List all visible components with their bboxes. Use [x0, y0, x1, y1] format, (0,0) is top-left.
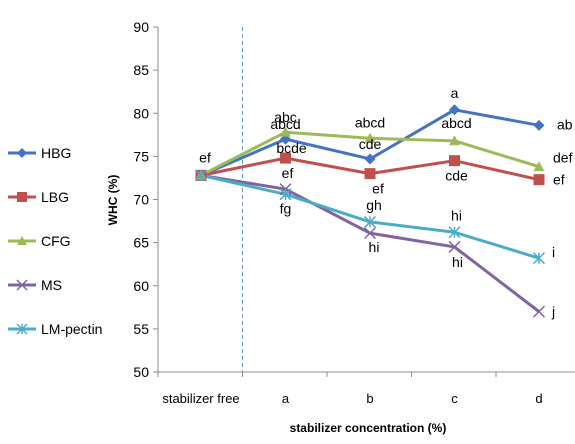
legend-label: CFG	[41, 233, 71, 249]
y-tick-label: 50	[133, 364, 149, 380]
y-tick-label: 90	[133, 19, 149, 35]
data-point-marker	[17, 148, 27, 158]
data-point-marker	[364, 132, 376, 143]
data-label: ef	[553, 172, 565, 188]
data-label: bcde	[276, 140, 307, 156]
data-label: abcd	[270, 116, 300, 132]
data-label: j	[551, 304, 555, 320]
data-label: hi	[451, 207, 462, 223]
y-tick-label: 75	[133, 148, 149, 164]
x-tick-label: b	[366, 391, 373, 406]
legend-label: MS	[41, 277, 62, 293]
data-label: hi	[452, 254, 463, 270]
data-point-marker	[364, 168, 376, 180]
legend-label: HBG	[41, 145, 71, 161]
legend-label: LM-pectin	[41, 321, 102, 337]
x-tick-label: stabilizer free	[162, 391, 239, 406]
x-axis-title: stabilizer concentration (%)	[290, 421, 447, 435]
data-label: abcd	[441, 115, 471, 131]
data-label: def	[553, 150, 573, 166]
data-point-marker	[448, 240, 461, 253]
data-label: abc	[274, 109, 297, 125]
data-point-marker	[532, 305, 546, 318]
legend: HBG LBG CFG MS LM-pectin	[8, 145, 102, 337]
data-point-marker	[363, 227, 377, 240]
data-label: cde	[359, 136, 382, 152]
y-tick-label: 55	[133, 321, 149, 337]
data-point-marker	[533, 174, 545, 186]
y-tick-label: 80	[133, 105, 149, 121]
data-label: hi	[369, 239, 380, 255]
data-point-marker	[194, 169, 208, 182]
x-tick-label: c	[451, 391, 458, 406]
data-point-marker	[449, 135, 460, 146]
data-point-marker	[449, 155, 460, 167]
data-point-marker	[16, 323, 28, 335]
data-point-marker	[280, 126, 291, 137]
data-label: cde	[445, 168, 468, 184]
x-tick-label: d	[535, 391, 542, 406]
data-point-marker	[17, 192, 27, 202]
data-point-marker	[279, 188, 292, 201]
data-point-marker	[280, 152, 291, 164]
series-layer	[194, 104, 546, 318]
y-tick-label: 65	[133, 235, 149, 251]
y-tick-label: 60	[133, 278, 149, 294]
x-tick-label: a	[282, 391, 290, 406]
data-point-marker	[17, 236, 27, 245]
data-point-marker	[533, 161, 545, 172]
data-label: gh	[366, 197, 382, 213]
data-label: abcd	[355, 114, 385, 130]
data-point-marker	[363, 215, 377, 228]
data-label: fg	[280, 200, 292, 216]
y-tick-label: 85	[133, 62, 149, 78]
data-label: ef	[282, 165, 294, 181]
legend-label: LBG	[41, 189, 69, 205]
data-point-marker	[16, 279, 28, 291]
data-point-marker	[448, 226, 461, 239]
y-tick-label: 70	[133, 192, 149, 208]
data-point-marker	[533, 119, 545, 131]
data-label: ab	[557, 116, 573, 132]
data-label: i	[552, 244, 555, 260]
data-point-marker	[532, 252, 546, 265]
data-label: a	[451, 85, 459, 101]
data-label: ef	[199, 149, 211, 165]
data-point-marker	[364, 153, 376, 165]
y-axis-title: WHC (%)	[106, 175, 120, 226]
data-point-marker	[449, 104, 460, 116]
data-label: ef	[372, 181, 384, 197]
